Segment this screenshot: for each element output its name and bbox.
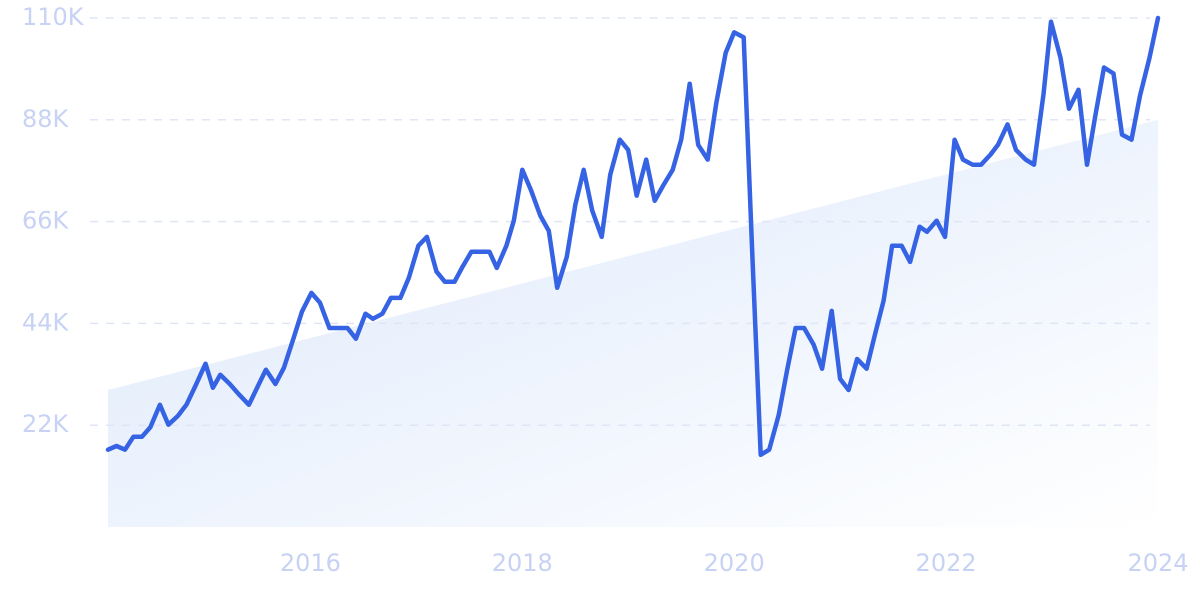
y-tick-label: 110K xyxy=(22,3,85,31)
y-tick-label: 44K xyxy=(22,308,70,336)
x-tick-label: 2018 xyxy=(492,549,553,577)
y-tick-label: 66K xyxy=(22,207,70,235)
x-tick-label: 2016 xyxy=(280,549,341,577)
x-tick-label: 2024 xyxy=(1127,549,1188,577)
line xyxy=(105,15,1161,458)
x-tick-label: 2022 xyxy=(916,549,977,577)
x-tick-label: 2020 xyxy=(704,549,765,577)
y-tick-label: 88K xyxy=(22,105,70,133)
y-tick-label: 22K xyxy=(22,410,70,438)
